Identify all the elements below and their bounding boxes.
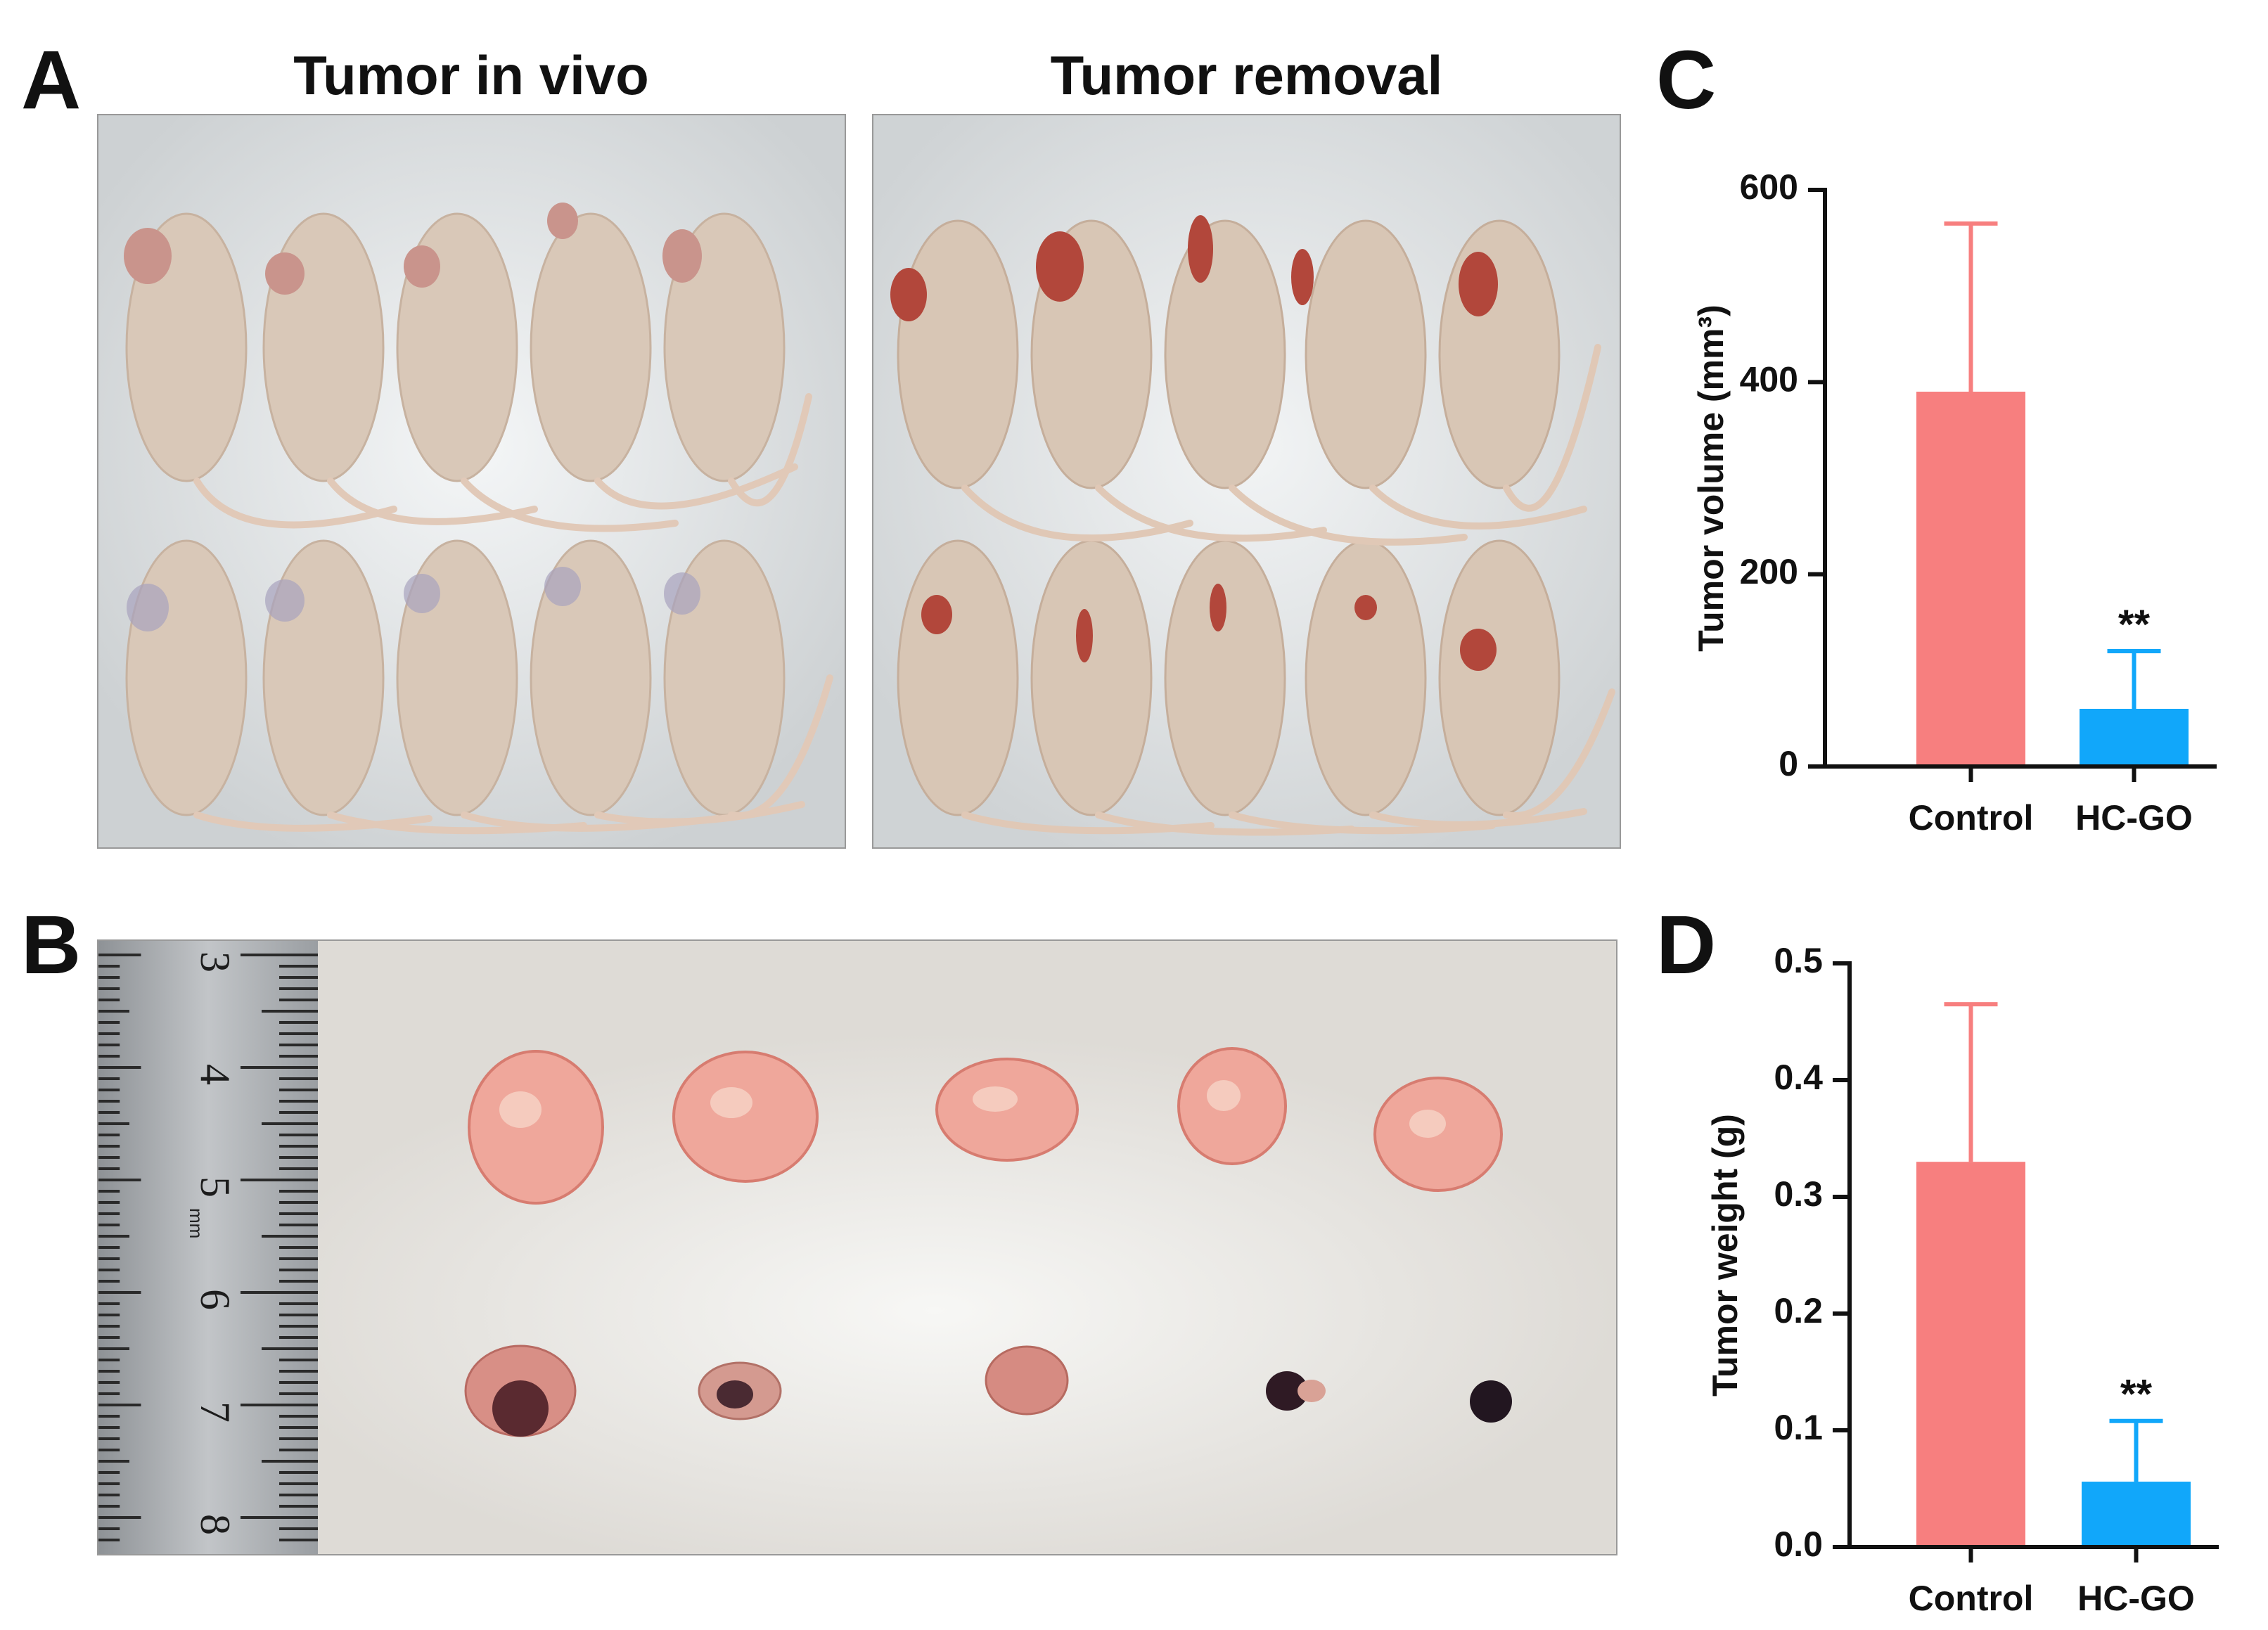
category-label: HC-GO <box>2077 1579 2195 1618</box>
y-tick-label: 600 <box>1740 167 1798 207</box>
ruler-number: 7 <box>192 1401 238 1423</box>
y-tick-label: 0.1 <box>1774 1408 1823 1447</box>
category-label: HC-GO <box>2075 798 2193 838</box>
ruler-unit-label: mm <box>186 1208 207 1238</box>
photo-excised-tumors: 3 4 5 6 7 8 mm <box>97 939 1617 1555</box>
y-tick-label: 0.5 <box>1774 941 1823 980</box>
ruler-number: 5 <box>192 1176 238 1198</box>
excised-tumors-control <box>468 1047 1503 1205</box>
ruler-number: 3 <box>192 951 238 973</box>
y-tick-label: 200 <box>1740 552 1798 591</box>
photo-mice-tumor-in-vivo <box>97 114 846 849</box>
y-axis-label: Tumor weight (g) <box>1705 1114 1745 1397</box>
excised-tumors-hc-go <box>464 1345 1512 1437</box>
y-tick-label: 0.2 <box>1774 1291 1823 1330</box>
category-label: Control <box>1909 1579 2034 1618</box>
ruler-number: 6 <box>192 1289 238 1310</box>
panel-letter-c: C <box>1656 34 1717 127</box>
incision-wounds <box>890 215 1498 671</box>
y-tick-label: 0 <box>1779 744 1798 783</box>
y-tick-label: 0.4 <box>1774 1058 1823 1097</box>
significance-marker: ** <box>2120 1372 2153 1418</box>
panel-letter-a: A <box>21 34 82 127</box>
chart-tumor-volume: Control ** HC-GO 0 200 400 600 Tumor volume (mm… <box>1691 167 2217 838</box>
category-label: Control <box>1909 798 2034 838</box>
y-tick-label: 0.0 <box>1774 1525 1823 1564</box>
bar-control <box>1916 1162 2025 1547</box>
y-tick-label: 400 <box>1740 360 1798 399</box>
y-tick-label: 0.3 <box>1774 1174 1823 1214</box>
photo-title-tumor-removal: Tumor removal <box>1050 44 1443 106</box>
panel-letter-b: B <box>21 899 82 992</box>
panel-letter-d: D <box>1656 899 1717 992</box>
bar-hc-go <box>2080 709 2189 766</box>
photo-mice-tumor-removal <box>872 114 1621 849</box>
photo-title-tumor-in-vivo: Tumor in vivo <box>293 44 649 106</box>
tumor-bumps <box>124 203 702 295</box>
ruler: 3 4 5 6 7 8 mm <box>98 941 318 1554</box>
bar-hc-go <box>2082 1482 2191 1547</box>
significance-marker: ** <box>2118 602 2151 648</box>
bar-control <box>1916 392 2025 766</box>
ruler-number: 4 <box>192 1064 238 1085</box>
y-axis-label: Tumor volume (mm³) <box>1691 304 1731 652</box>
ruler-number: 8 <box>192 1514 238 1535</box>
chart-tumor-weight: Control ** HC-GO 0.0 0.1 0.2 0.3 0.4 0.5 Tumor we… <box>1705 941 2219 1618</box>
